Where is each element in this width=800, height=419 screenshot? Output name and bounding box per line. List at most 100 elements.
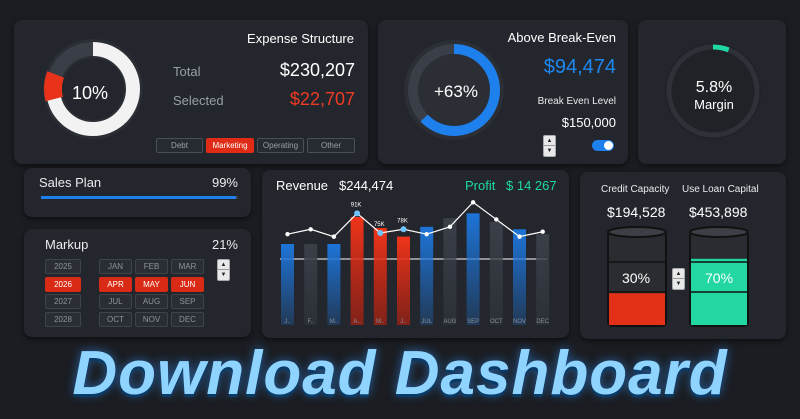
sales-plan-track xyxy=(41,196,238,199)
margin-panel: 5.8% Margin xyxy=(638,20,786,164)
month-sep[interactable]: SEP xyxy=(171,294,204,309)
data-label: 75K xyxy=(374,222,385,228)
profit-point xyxy=(494,217,499,222)
month-tick-label: SEP xyxy=(467,319,479,325)
month-tick-label: DEC xyxy=(536,319,549,325)
month-tick-label: NOV xyxy=(513,319,526,325)
break-even-value: $94,474 xyxy=(543,56,616,78)
profit-point xyxy=(517,234,522,239)
month-jan[interactable]: JAN xyxy=(99,259,132,274)
break-even-donut xyxy=(404,40,504,140)
revenue-bar xyxy=(373,228,387,325)
month-tick-label: OCT xyxy=(490,319,503,325)
revenue-bar xyxy=(489,221,503,325)
month-aug[interactable]: AUG xyxy=(135,294,168,309)
markup-panel: Markup 21% 2025 2026 2027 2028 JAN FEB M… xyxy=(24,229,251,337)
month-tick-label: A.. xyxy=(353,319,361,325)
year-2025[interactable]: 2025 xyxy=(45,259,81,274)
profit-point xyxy=(447,224,453,230)
revenue-chart: J.. F.. M.. A.. M.. J.. JUL AUG SEP OCT NOV DEC 91K 7… xyxy=(280,200,550,325)
break-even-percent: +63% xyxy=(434,82,478,101)
sales-plan-value: 99% xyxy=(211,175,238,190)
month-feb[interactable]: FEB xyxy=(135,259,168,274)
expense-structure-panel: 10% Expense Structure Total $230,207 Sel… xyxy=(14,20,368,164)
profit-point xyxy=(424,231,429,237)
total-label: Total xyxy=(173,64,201,79)
credit-barrel xyxy=(607,226,667,327)
credit-percent: 30% xyxy=(622,270,651,286)
month-may[interactable]: MAY xyxy=(135,277,168,292)
tab-debt[interactable]: Debt xyxy=(156,138,203,153)
sales-plan-label: Sales Plan xyxy=(39,175,102,190)
month-tick-label: J.. xyxy=(284,319,291,325)
capacity-stepper[interactable]: ▲ ▼ xyxy=(672,268,685,290)
break-even-stepper[interactable]: ▲ ▼ xyxy=(543,135,556,157)
revenue-panel: Revenue $244,474 Profit $ 14 267 J.. F.. M… xyxy=(262,170,569,338)
profit-value: $ 14 267 xyxy=(506,178,557,193)
profit-point xyxy=(354,210,361,217)
capacity-panel: Credit Capacity Use Loan Capital $194,52… xyxy=(580,172,786,339)
revenue-bar xyxy=(466,213,480,325)
expense-percent: 10% xyxy=(72,83,109,103)
break-even-title: Above Break-Even xyxy=(507,30,616,45)
revenue-bar xyxy=(420,226,434,325)
markup-value: 21% xyxy=(211,237,238,252)
credit-capacity-value: $194,528 xyxy=(607,204,666,220)
loan-capital-label: Use Loan Capital xyxy=(682,184,759,195)
revenue-value: $244,474 xyxy=(339,178,394,193)
revenue-bar xyxy=(327,244,341,325)
margin-value: 5.8% xyxy=(695,79,733,96)
margin-ring xyxy=(665,43,761,139)
credit-capacity-label: Credit Capacity xyxy=(601,184,670,195)
loan-capital-value: $453,898 xyxy=(689,204,748,220)
profit-point xyxy=(377,229,384,236)
margin-arc xyxy=(666,44,760,138)
tab-marketing[interactable]: Marketing xyxy=(206,138,254,153)
year-2026[interactable]: 2026 xyxy=(45,277,81,292)
loan-barrel xyxy=(689,226,749,327)
revenue-bar xyxy=(513,229,526,325)
download-banner[interactable]: Download Dashboard xyxy=(72,339,728,408)
month-jul[interactable]: JUL xyxy=(99,294,132,309)
profit-point xyxy=(331,234,337,239)
revenue-label: Revenue xyxy=(276,178,329,193)
expense-title: Expense Structure xyxy=(247,31,354,46)
year-2028[interactable]: 2028 xyxy=(45,312,81,327)
total-value: $230,207 xyxy=(279,60,355,80)
profit-label: Profit xyxy=(465,178,496,193)
expense-donut-white xyxy=(46,42,140,136)
markup-stepper[interactable]: ▲ ▼ xyxy=(217,259,230,281)
credit-barrel-fill xyxy=(609,293,665,325)
month-tick-label: F.. xyxy=(308,319,315,325)
month-mar[interactable]: MAR xyxy=(171,259,204,274)
break-even-toggle[interactable] xyxy=(592,140,614,151)
month-nov[interactable]: NOV xyxy=(135,312,168,327)
month-oct[interactable]: OCT xyxy=(99,312,132,327)
break-even-level-value: $150,000 xyxy=(561,115,616,130)
margin-label: Margin xyxy=(694,97,734,112)
profit-point xyxy=(308,227,313,232)
month-dec[interactable]: DEC xyxy=(171,312,204,327)
tab-other[interactable]: Other xyxy=(307,138,355,153)
revenue-bar xyxy=(397,236,410,325)
break-even-panel: +63% Above Break-Even $94,474 Break Even… xyxy=(378,20,628,164)
profit-point xyxy=(285,231,290,237)
selected-value: $22,707 xyxy=(289,89,355,109)
break-even-arc xyxy=(408,44,500,136)
revenue-bar xyxy=(304,244,318,325)
tab-operating[interactable]: Operating xyxy=(257,138,304,153)
year-2027[interactable]: 2027 xyxy=(45,294,81,309)
data-label: 78K xyxy=(397,218,408,224)
revenue-bar xyxy=(536,234,550,325)
revenue-bar xyxy=(281,244,294,325)
revenue-bar xyxy=(443,218,457,325)
month-apr[interactable]: APR xyxy=(99,277,132,292)
break-even-level-label: Break Even Level xyxy=(537,96,616,107)
profit-line xyxy=(287,201,543,238)
month-jun[interactable]: JUN xyxy=(171,277,204,292)
month-tick-label: M.. xyxy=(376,319,385,325)
profit-point xyxy=(470,200,476,205)
sales-plan-bar xyxy=(41,196,237,199)
expense-donut-red xyxy=(44,40,142,138)
profit-point xyxy=(540,229,545,234)
